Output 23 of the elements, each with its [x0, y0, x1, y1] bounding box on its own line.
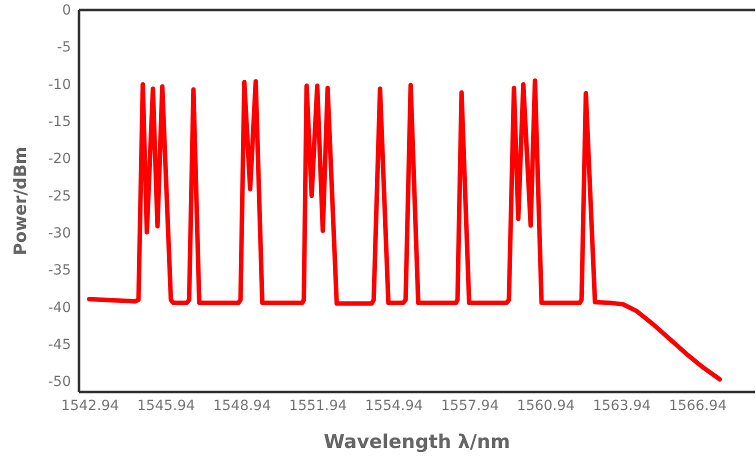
- y-tick-label: -45: [48, 336, 71, 353]
- x-tick-label: 1542.94: [61, 398, 120, 414]
- y-tick-label: -5: [57, 40, 71, 56]
- x-tick-label: 1554.94: [365, 398, 423, 414]
- y-tick-label: 0: [62, 2, 71, 18]
- y-tick-label: -20: [48, 151, 71, 168]
- y-tick-label: -25: [48, 188, 71, 204]
- x-tick-label: 1548.94: [213, 398, 272, 414]
- y-tick-label: -15: [48, 114, 71, 130]
- y-tick-label: -40: [48, 300, 71, 316]
- line-series: [86, 78, 722, 382]
- x-tick-label: 1545.94: [137, 398, 196, 414]
- x-axis-title: Wavelength λ/nm: [324, 431, 510, 453]
- y-tick-label: -10: [48, 76, 71, 93]
- x-tick-label: 1560.94: [516, 398, 575, 414]
- y-tick-label: -35: [48, 262, 71, 279]
- y-axis-title: Power/dBm: [11, 146, 31, 256]
- y-tick-label: -50: [48, 374, 71, 390]
- y-tick-label: -30: [48, 225, 71, 242]
- x-tick-label: 1566.94: [668, 398, 727, 414]
- x-tick-label: 1551.94: [289, 398, 348, 414]
- x-tick-label: 1557.94: [440, 398, 499, 414]
- x-tick-label: 1563.94: [592, 398, 651, 414]
